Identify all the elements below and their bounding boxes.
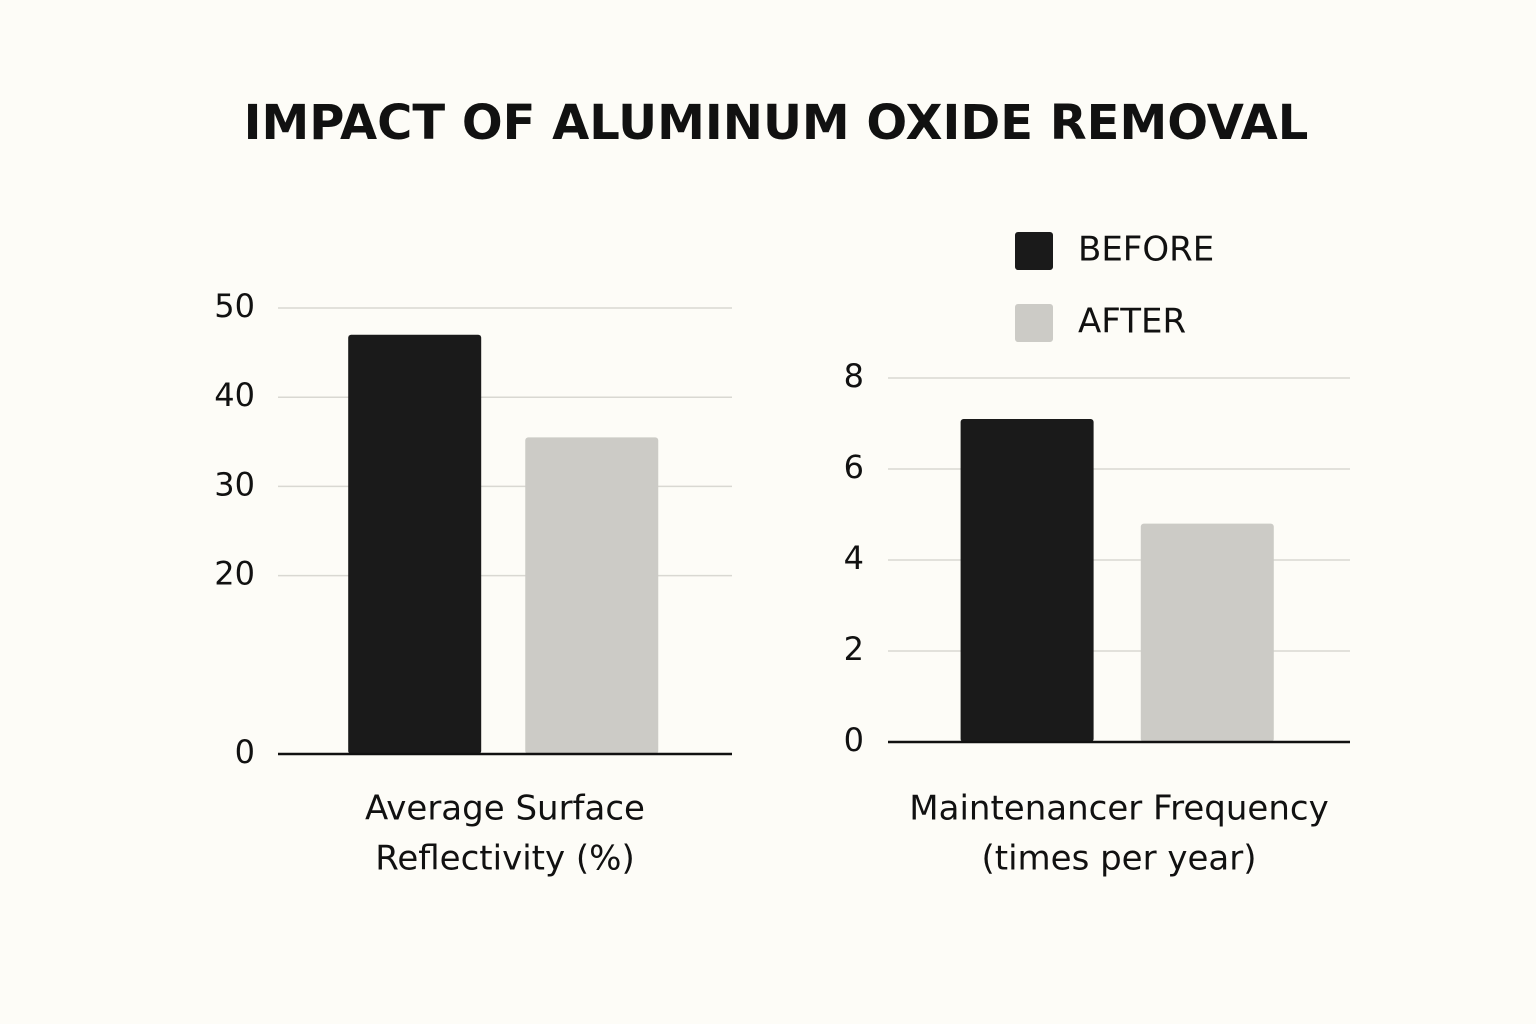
y-tick-label: 6 <box>844 448 864 486</box>
legend-label: BEFORE <box>1078 230 1214 270</box>
x-axis-label: Average Surface <box>365 789 645 829</box>
chart-title: IMPACT OF ALUMINUM OXIDE REMOVAL <box>244 95 1309 151</box>
y-tick-label: 20 <box>214 555 255 593</box>
y-tick-label: 0 <box>844 721 864 759</box>
y-tick-label: 0 <box>235 733 255 771</box>
legend-label: AFTER <box>1078 302 1186 342</box>
y-tick-label: 30 <box>214 465 255 503</box>
x-axis-label: Maintenancer Frequency <box>909 789 1328 829</box>
y-tick-label: 8 <box>844 357 864 395</box>
bar <box>960 418 1094 742</box>
y-tick-label: 40 <box>214 376 255 414</box>
bar <box>1140 523 1274 742</box>
legend-swatch <box>1015 232 1053 270</box>
y-tick-label: 4 <box>844 539 864 577</box>
bar <box>348 334 482 754</box>
y-tick-label: 2 <box>844 630 864 668</box>
x-axis-label: (times per year) <box>981 839 1256 879</box>
y-tick-label: 50 <box>214 287 255 325</box>
x-axis-label: Reflectivity (%) <box>375 839 634 879</box>
bar <box>525 437 659 754</box>
legend-swatch <box>1015 304 1053 342</box>
